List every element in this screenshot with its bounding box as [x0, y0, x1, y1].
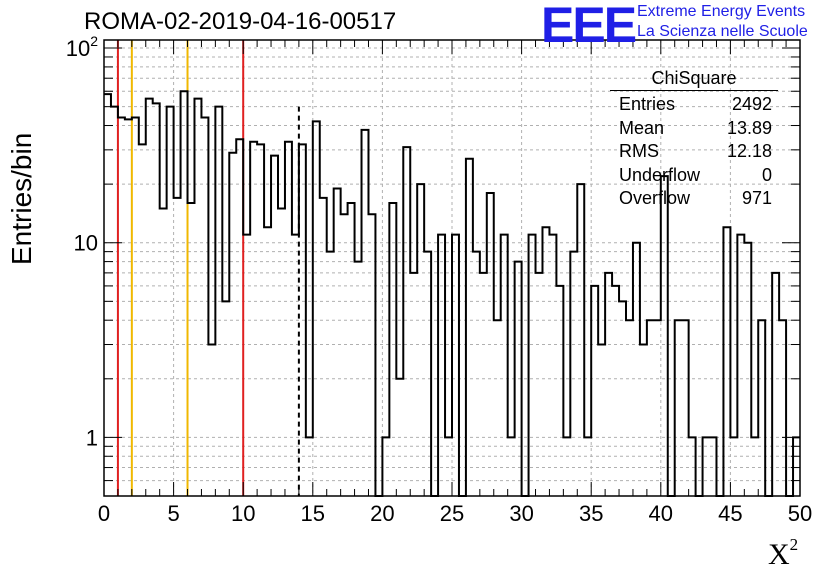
eee-logo: EEE: [541, 0, 637, 53]
stats-label: Entries: [619, 94, 676, 114]
chart-title: ROMA-02-2019-04-16-00517: [84, 8, 397, 35]
stats-label: Mean: [619, 117, 665, 138]
x-tick-label: 45: [718, 501, 742, 526]
x-tick-label: 35: [579, 501, 603, 526]
stats-label: Underflow: [619, 164, 701, 185]
stats-row-mean: Mean 13.89: [610, 117, 778, 141]
stats-row-underflow: Underflow 0: [610, 164, 778, 188]
y-tick-label: 10: [74, 231, 98, 256]
org-subtitle: La Scienza nelle Scuole: [637, 23, 808, 40]
histogram-series: [104, 90, 800, 497]
stats-row-overflow: Overflow 971: [610, 187, 778, 211]
stats-value: 971: [741, 188, 772, 208]
x-tick-label: 30: [509, 501, 533, 526]
y-axis-ticks: 1 10 102: [66, 33, 800, 497]
histogram-line: [104, 90, 800, 497]
x-tick-label: 25: [440, 501, 464, 526]
stats-label: Overflow: [619, 188, 691, 208]
stats-value: 2492: [731, 94, 772, 114]
stats-label: RMS: [619, 141, 659, 161]
x-tick-label: 5: [167, 501, 179, 526]
y-axis-label: Entries/bin: [6, 132, 37, 265]
x-axis-label: X2: [768, 535, 799, 571]
y-tick-exponent: 2: [90, 33, 98, 49]
stats-row-rms: RMS 12.18: [610, 140, 778, 164]
x-tick-label: 0: [98, 501, 110, 526]
y-tick-label: 1: [86, 425, 98, 450]
stats-title: ChiSquare: [610, 66, 778, 91]
x-tick-label: 20: [370, 501, 394, 526]
y-tick-label: 102: [66, 33, 98, 61]
x-tick-label: 10: [231, 501, 255, 526]
stats-value: 0: [761, 164, 772, 185]
stats-value: 13.89: [726, 117, 772, 138]
stats-row-entries: Entries 2492: [610, 93, 778, 117]
stats-box: ChiSquare Entries 2492 Mean 13.89 RMS 12.18 Un…: [610, 66, 778, 211]
stats-value: 12.18: [726, 141, 772, 161]
x-tick-label: 50: [788, 501, 812, 526]
x-tick-label: 15: [301, 501, 325, 526]
org-name: Extreme Energy Events: [637, 3, 806, 20]
x-tick-label: 40: [649, 501, 673, 526]
x-axis-ticks: 0 5 10 15 20 25 30 35 40 45 50: [98, 40, 812, 526]
